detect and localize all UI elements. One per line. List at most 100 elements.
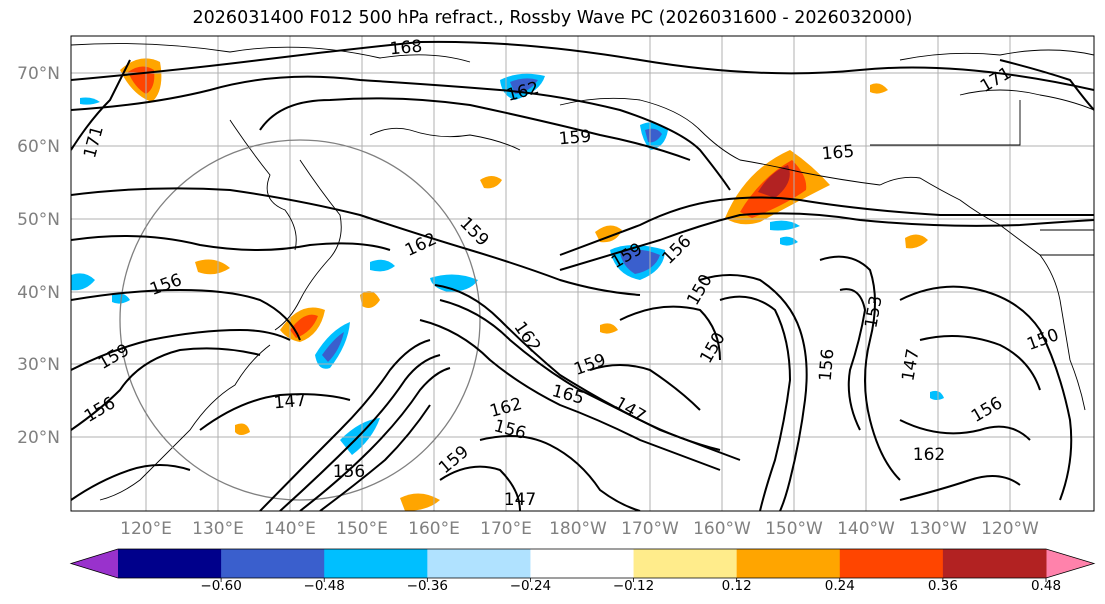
positive-anomaly-area (195, 259, 230, 275)
contour-line (419, 319, 721, 471)
contour-line (439, 465, 521, 511)
contour-line (559, 196, 1094, 256)
colorbar-tick-label: 0.24 (825, 578, 855, 594)
negative-anomaly-area (430, 274, 478, 292)
colorbar-segment (530, 549, 635, 578)
colorbar-extend-low (71, 549, 118, 578)
anomaly-shading (71, 58, 944, 511)
coastline (879, 176, 1061, 301)
contour-line (299, 367, 451, 511)
map-frame (70, 35, 1095, 512)
contour-line (699, 274, 808, 511)
coastline (71, 43, 471, 63)
contour-line (589, 364, 701, 411)
contour-line (71, 347, 261, 431)
colorbar-tick-label: −0.60 (200, 578, 241, 594)
longitude-label: 140°E (264, 519, 316, 539)
latitude-labels: 70°N 60°N 50°N 40°N 30°N 20°N (17, 64, 60, 448)
contour-line (899, 419, 1031, 441)
contour-line (619, 305, 721, 361)
negative-anomaly-area (770, 220, 800, 231)
negative-anomaly-area (510, 78, 538, 94)
colorbar-segment (427, 549, 531, 578)
coastline (1059, 299, 1086, 411)
longitude-labels: 120°E 130°E 140°E 150°E 160°E 170°E 180°W 170°W… (120, 519, 1039, 539)
refractivity-contours (71, 40, 1094, 511)
contour-line (71, 187, 641, 296)
coastline (870, 100, 1021, 146)
longitude-label: 130°W (909, 519, 967, 539)
negative-anomaly-area (370, 259, 395, 272)
longitude-label: 160°W (693, 519, 751, 539)
contour-line (71, 75, 731, 191)
contour-label: 147 (504, 490, 536, 510)
contour-line (899, 475, 1021, 501)
contour-line (71, 464, 191, 501)
map-title: 2026031400 F012 500 hPa refract., Rossby… (192, 8, 913, 28)
negative-anomaly-area (645, 128, 662, 143)
longitude-label: 130°E (192, 519, 244, 539)
contour-line (279, 354, 441, 511)
contour-line (71, 235, 391, 251)
colorbar-extend-high (1046, 549, 1094, 578)
colorbar-segment (221, 549, 325, 578)
colorbar-tick-label: −0.24 (510, 578, 551, 594)
coastline (274, 159, 342, 331)
contour-line (71, 40, 1094, 91)
colorbar-tick-label: −0.36 (407, 578, 448, 594)
contour-label: 156 (816, 348, 839, 382)
colorbar-tick-label: 0.48 (1031, 578, 1061, 594)
colorbar-outline (69, 548, 1096, 579)
contour-label: 168 (389, 37, 423, 60)
colorbar-tick-label: 0.36 (928, 578, 958, 594)
contour-line (199, 393, 351, 431)
map-panel (71, 36, 1094, 511)
contour-label: 147 (273, 391, 307, 414)
contour-line (71, 59, 131, 151)
contour-line (71, 328, 291, 371)
coastline (99, 344, 271, 501)
longitude-label: 150°W (765, 519, 823, 539)
contour-label: 159 (558, 127, 592, 150)
latitude-label: 20°N (17, 428, 60, 448)
contour-line (439, 299, 741, 461)
latitude-label: 70°N (17, 64, 60, 84)
longitude-label: 140°W (837, 519, 895, 539)
contour-line (919, 335, 1041, 391)
positive-anomaly-area (235, 423, 250, 435)
latitude-label: 60°N (17, 137, 60, 157)
coastline (559, 97, 881, 186)
colorbar-segment (118, 549, 222, 578)
latitude-label: 50°N (17, 210, 60, 230)
longitude-label: 180°W (549, 519, 607, 539)
colorbar-tick-label: −0.48 (304, 578, 345, 594)
contour-line (819, 255, 901, 481)
contour-label: 165 (821, 142, 855, 165)
coastline (959, 89, 1094, 111)
coastlines (71, 43, 1094, 501)
rossby-wave-circle (119, 139, 481, 501)
positive-anomaly-area (400, 493, 440, 511)
contour-line (479, 435, 641, 511)
coastline (369, 127, 521, 151)
coastline (899, 49, 1094, 61)
negative-anomaly-area (80, 97, 100, 105)
positive-anomaly-area (595, 225, 622, 243)
longitude-label: 150°E (336, 519, 388, 539)
positive-anomaly-area (905, 234, 928, 249)
colorbar-segment (633, 549, 738, 578)
coastline (229, 119, 297, 251)
negative-anomaly-area (322, 332, 344, 362)
contour-line (259, 97, 691, 161)
colorbar-segment (839, 549, 944, 578)
colorbar-segment (324, 549, 428, 578)
longitude-label: 170°W (621, 519, 679, 539)
graticule (71, 36, 1094, 511)
colorbar-tick-label: 0.12 (722, 578, 752, 594)
negative-anomaly-area (71, 273, 95, 291)
contour-line (719, 295, 792, 511)
contour-line (319, 404, 431, 511)
latitude-label: 30°N (17, 355, 60, 375)
contour-label: 162 (913, 445, 945, 465)
